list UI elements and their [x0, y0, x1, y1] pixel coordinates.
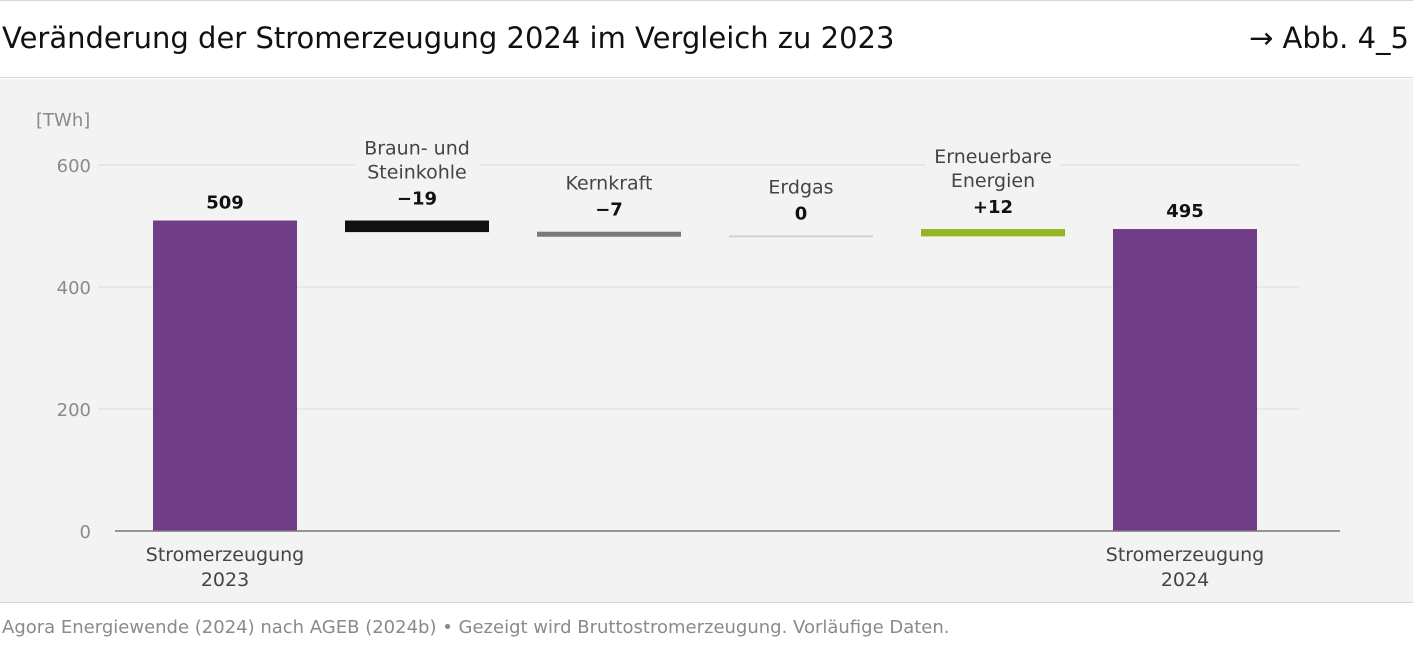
category-label: Braun- und: [364, 138, 470, 160]
category-label: 2023: [201, 569, 249, 591]
bar-delta: [345, 220, 489, 233]
category-label: Stromerzeugung: [146, 544, 304, 566]
waterfall-chart: [TWh] 0 200 400 600 509 Stromerzeugung 2023 −19 B…: [36, 110, 1340, 591]
chart-area: [TWh] 0 200 400 600 509 Stromerzeugung 2023 −19 B…: [0, 79, 1413, 602]
bar-delta: [729, 235, 873, 238]
bar-delta: [537, 231, 681, 237]
y-tick-label: 200: [57, 400, 91, 421]
category-label: Stromerzeugung: [1106, 544, 1264, 566]
label-background: [761, 174, 841, 199]
figure-reference: → Abb. 4_5: [1248, 21, 1409, 55]
category-label: Energien: [951, 170, 1035, 192]
label-background: [925, 144, 1061, 169]
y-tick-label: 600: [57, 156, 91, 177]
source-note: Agora Energiewende (2024) nach AGEB (202…: [2, 617, 950, 638]
y-axis-unit-label: [TWh]: [36, 110, 90, 131]
bar-total: [153, 220, 297, 531]
bar-total: [1113, 229, 1257, 532]
data-label: +12: [973, 197, 1013, 218]
chart-title: Veränderung der Stromerzeugung 2024 im V…: [2, 21, 895, 55]
data-label: 0: [795, 203, 808, 224]
category-label: 2024: [1161, 569, 1209, 591]
bar-delta: [921, 229, 1065, 237]
label-background: [552, 170, 666, 195]
chart-footer: Agora Energiewende (2024) nach AGEB (202…: [0, 602, 1413, 654]
category-label: Kernkraft: [566, 173, 653, 195]
y-tick-label: 400: [57, 278, 91, 299]
category-label: Erdgas: [768, 176, 833, 198]
category-label: Steinkohle: [367, 162, 466, 184]
label-background: [355, 159, 479, 184]
data-label: 495: [1166, 201, 1204, 222]
y-tick-label: 0: [80, 522, 91, 543]
label-background: [942, 168, 1044, 193]
data-label: −7: [595, 200, 623, 221]
data-label: −19: [397, 189, 437, 210]
category-label: Erneuerbare: [934, 146, 1052, 168]
chart-header: Veränderung der Stromerzeugung 2024 im V…: [0, 0, 1413, 78]
data-label: 509: [206, 193, 244, 214]
label-background: [355, 135, 479, 160]
